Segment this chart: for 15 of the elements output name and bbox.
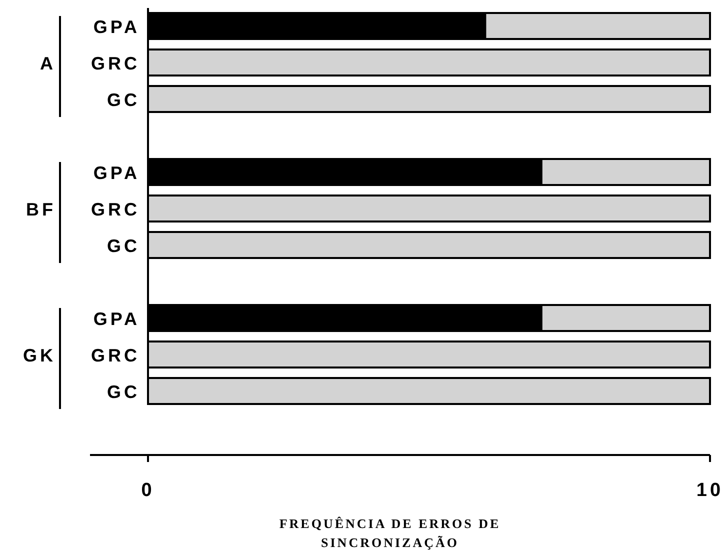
y-tick-label: GPA bbox=[93, 17, 140, 37]
y-tick-label: GPA bbox=[93, 309, 140, 329]
y-tick-label: GC bbox=[107, 90, 140, 110]
x-axis-title: FREQUÊNCIA DE ERROS DE SINCRONIZAÇÃO bbox=[279, 516, 501, 550]
y-tick-label: GRC bbox=[91, 54, 140, 74]
y-tick-label: GRC bbox=[91, 200, 140, 220]
text: A bbox=[40, 54, 56, 74]
y-tick-label: GRC bbox=[91, 346, 140, 366]
x-tick-label: 0 bbox=[141, 480, 155, 501]
y-tick-label: GC bbox=[107, 236, 140, 256]
text: GK bbox=[23, 346, 56, 366]
text: BF bbox=[26, 200, 56, 220]
y-tick-label: GPA bbox=[93, 163, 140, 183]
x-tick-label: 10 bbox=[696, 480, 724, 501]
y-tick-label: GC bbox=[107, 382, 140, 402]
